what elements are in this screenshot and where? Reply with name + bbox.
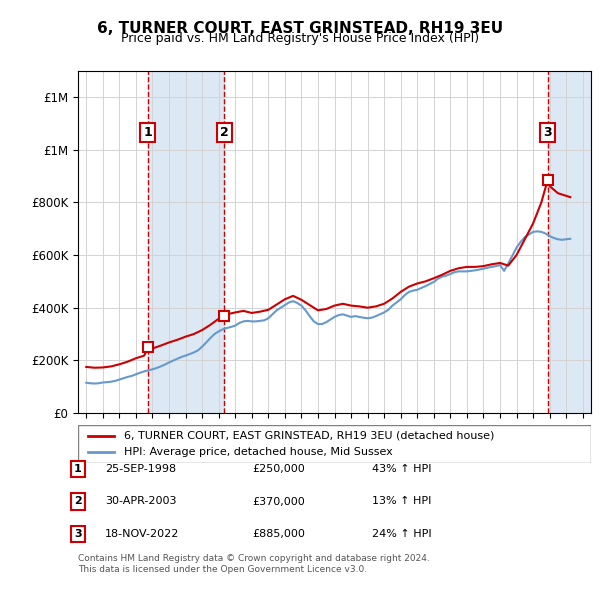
Text: Contains HM Land Registry data © Crown copyright and database right 2024.: Contains HM Land Registry data © Crown c… — [78, 554, 430, 563]
Bar — [548, 71, 591, 413]
Text: 1: 1 — [143, 126, 152, 139]
Text: 13% ↑ HPI: 13% ↑ HPI — [372, 497, 431, 506]
Bar — [148, 71, 224, 413]
Text: £250,000: £250,000 — [252, 464, 305, 474]
Text: 25-SEP-1998: 25-SEP-1998 — [105, 464, 176, 474]
Text: 24% ↑ HPI: 24% ↑ HPI — [372, 529, 431, 539]
Text: 3: 3 — [544, 126, 552, 139]
Text: 30-APR-2003: 30-APR-2003 — [105, 497, 176, 506]
Text: 1: 1 — [74, 464, 82, 474]
Text: Price paid vs. HM Land Registry's House Price Index (HPI): Price paid vs. HM Land Registry's House … — [121, 32, 479, 45]
Text: 6, TURNER COURT, EAST GRINSTEAD, RH19 3EU: 6, TURNER COURT, EAST GRINSTEAD, RH19 3E… — [97, 21, 503, 35]
FancyBboxPatch shape — [78, 425, 591, 463]
Text: 6, TURNER COURT, EAST GRINSTEAD, RH19 3EU (detached house): 6, TURNER COURT, EAST GRINSTEAD, RH19 3E… — [124, 431, 494, 441]
Text: 43% ↑ HPI: 43% ↑ HPI — [372, 464, 431, 474]
Text: 2: 2 — [74, 497, 82, 506]
Text: HPI: Average price, detached house, Mid Sussex: HPI: Average price, detached house, Mid … — [124, 447, 393, 457]
Text: 18-NOV-2022: 18-NOV-2022 — [105, 529, 179, 539]
Text: 3: 3 — [74, 529, 82, 539]
Text: This data is licensed under the Open Government Licence v3.0.: This data is licensed under the Open Gov… — [78, 565, 367, 574]
Text: 2: 2 — [220, 126, 229, 139]
Text: £370,000: £370,000 — [252, 497, 305, 506]
Text: £885,000: £885,000 — [252, 529, 305, 539]
